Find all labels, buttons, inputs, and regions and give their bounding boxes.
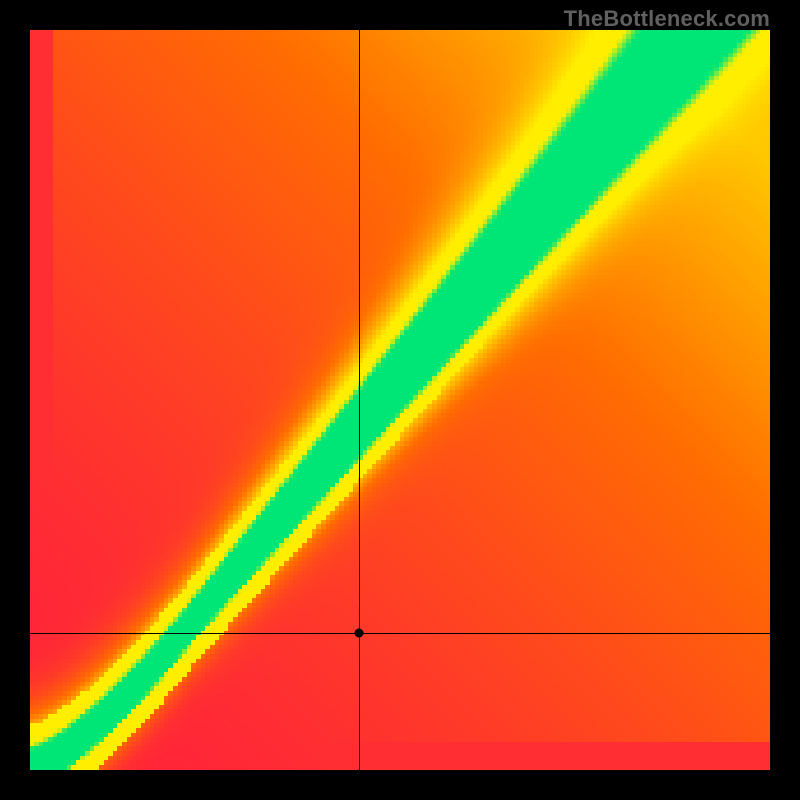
chart-container: TheBottleneck.com — [0, 0, 800, 800]
watermark-text: TheBottleneck.com — [564, 6, 770, 32]
bottleneck-heatmap — [30, 30, 770, 770]
